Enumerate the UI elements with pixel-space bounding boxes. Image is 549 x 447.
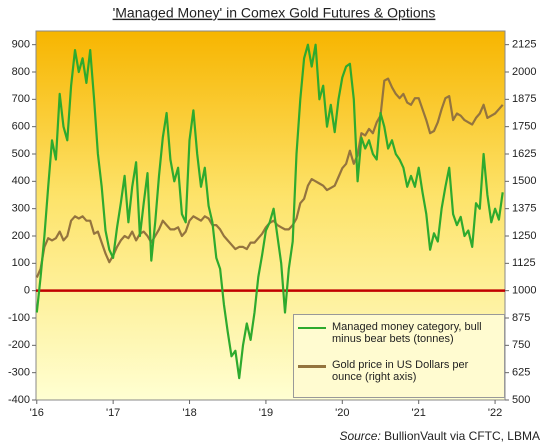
source-label: Source: xyxy=(339,429,380,443)
x-tick-label: '18 xyxy=(182,407,196,419)
x-tick-label: '17 xyxy=(106,407,120,419)
y2-tick-label: 1375 xyxy=(512,203,536,215)
x-tick-label: '19 xyxy=(259,407,273,419)
y2-tick-label: 875 xyxy=(512,312,530,324)
y-tick-label: 0 xyxy=(24,285,30,297)
y-tick-label: 900 xyxy=(12,39,30,51)
x-tick-label: '20 xyxy=(335,407,349,419)
y-tick-label: -400 xyxy=(8,394,30,406)
source: Source: BullionVault via CFTC, LBMA xyxy=(339,429,540,443)
legend-label: Managed money category, bull minus bear … xyxy=(332,321,482,345)
x-tick-label: '21 xyxy=(412,407,426,419)
x-tick-label: '16 xyxy=(30,407,44,419)
legend: Managed money category, bull minus bear … xyxy=(293,314,505,398)
y2-tick-label: 2000 xyxy=(512,66,536,78)
y2-tick-label: 1625 xyxy=(512,148,536,160)
y2-tick-label: 1750 xyxy=(512,121,536,133)
series-line xyxy=(35,43,504,380)
y2-tick-label: 500 xyxy=(512,394,530,406)
y2-tick-label: 2125 xyxy=(512,39,536,51)
y-tick-label: 200 xyxy=(12,230,30,242)
y-tick-label: 100 xyxy=(12,257,30,269)
y-tick-label: 300 xyxy=(12,203,30,215)
y-tick-label: -300 xyxy=(8,367,30,379)
y2-tick-label: 1875 xyxy=(512,93,536,105)
y2-tick-label: 625 xyxy=(512,367,530,379)
y-tick-label: -200 xyxy=(8,339,30,351)
y2-tick-label: 1125 xyxy=(512,257,536,269)
legend-swatch xyxy=(298,365,326,368)
y2-tick-label: 1000 xyxy=(512,285,536,297)
y2-tick-label: 1500 xyxy=(512,175,536,187)
legend-item: Managed money category, bull minus bear … xyxy=(298,321,500,345)
x-tick-label: '22 xyxy=(488,407,502,419)
y-tick-label: 600 xyxy=(12,121,30,133)
legend-item: Gold price in US Dollars per ounce (righ… xyxy=(298,359,500,383)
y-tick-label: 500 xyxy=(12,148,30,160)
y2-tick-label: 750 xyxy=(512,339,530,351)
legend-swatch xyxy=(298,327,326,329)
y2-tick-label: 1250 xyxy=(512,230,536,242)
y-tick-label: 400 xyxy=(12,175,30,187)
legend-label: Gold price in US Dollars per ounce (righ… xyxy=(332,359,469,383)
source-text: BullionVault via CFTC, LBMA xyxy=(384,429,540,443)
y-tick-label: -100 xyxy=(8,312,30,324)
chart-title: 'Managed Money' in Comex Gold Futures & … xyxy=(113,5,436,21)
y-tick-label: 800 xyxy=(12,66,30,78)
y-tick-label: 700 xyxy=(12,93,30,105)
